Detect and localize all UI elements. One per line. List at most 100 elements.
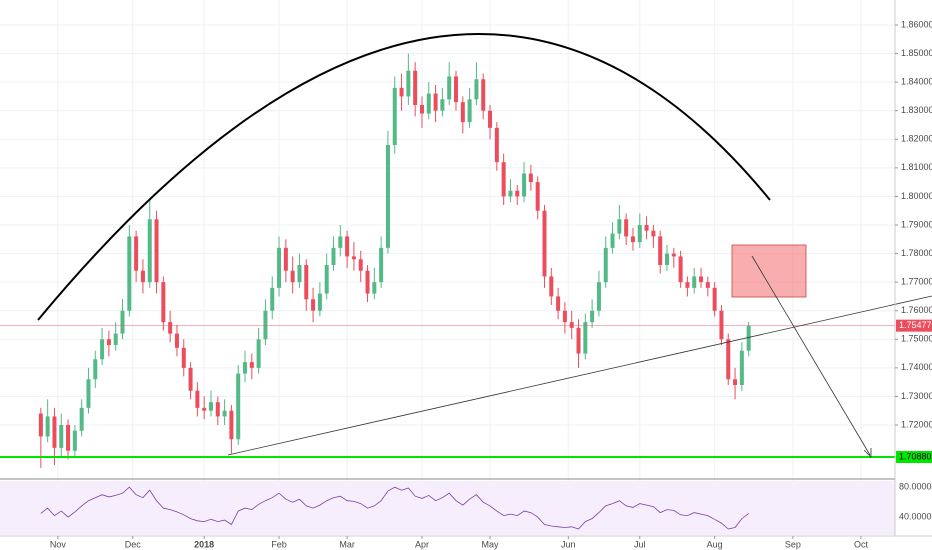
candle-body — [590, 310, 595, 323]
candle-body — [120, 310, 125, 334]
x-tick-label: Feb — [271, 539, 287, 549]
candle-body — [644, 225, 649, 231]
x-tick-label: Mar — [339, 539, 355, 549]
marks — [0, 53, 895, 530]
candle-body — [569, 322, 574, 328]
candle-body — [596, 282, 601, 311]
candle-body — [263, 310, 268, 340]
candle-body — [86, 379, 91, 408]
y-tick-label: 1.74000 — [901, 362, 932, 372]
y-tick-label: 1.75000 — [901, 334, 932, 344]
x-tick-label: Aug — [707, 539, 723, 549]
candle-body — [72, 430, 77, 451]
candle-body — [168, 322, 173, 334]
rsi-line — [40, 486, 749, 530]
last-price-box — [896, 319, 932, 332]
candle-body — [379, 247, 384, 283]
candle-body — [447, 76, 452, 100]
x-tick-label: Nov — [50, 539, 67, 549]
candle-body — [637, 225, 642, 243]
x-tick-label: Jun — [561, 539, 576, 549]
candle-body — [45, 416, 50, 437]
candle-body — [733, 379, 738, 385]
candle-body — [664, 253, 669, 265]
candle-body — [705, 282, 710, 288]
candle-body — [324, 265, 329, 294]
candle-body — [685, 282, 690, 288]
candle-body — [528, 173, 533, 183]
candle-body — [297, 265, 302, 283]
candle-body — [181, 347, 186, 368]
candle-body — [338, 236, 343, 248]
candle-body — [236, 373, 241, 440]
y-tick-label: 1.76000 — [901, 305, 932, 315]
candle-body — [542, 210, 547, 277]
candle-body — [556, 296, 561, 311]
candle-body — [345, 236, 350, 257]
candle-body — [229, 410, 234, 440]
candle-body — [576, 327, 581, 354]
candle-body — [535, 182, 540, 211]
candle-body — [494, 127, 499, 163]
candle-body — [501, 162, 506, 197]
x-tick-label: Oct — [854, 539, 869, 549]
candle-body — [739, 350, 744, 385]
candle-body — [658, 236, 663, 265]
y-tick-label: 1.81000 — [901, 162, 932, 172]
candle-body — [304, 265, 309, 300]
candle-body — [38, 413, 43, 437]
y-tick-label: 1.84000 — [901, 77, 932, 87]
candle-body — [202, 407, 207, 411]
candle-body — [474, 79, 479, 100]
x-tick-label: Jul — [634, 539, 646, 549]
rsi-tick-label: 40.0000 — [899, 511, 932, 521]
candle-body — [440, 99, 445, 111]
candle-body — [283, 247, 288, 271]
candle-body — [651, 230, 656, 237]
candle-body — [719, 310, 724, 340]
candle-body — [208, 402, 213, 411]
arc-drawing — [37, 32, 771, 321]
candle-body — [712, 287, 717, 311]
candle-body — [433, 93, 438, 111]
candle-body — [174, 333, 179, 348]
candle-body — [195, 390, 200, 408]
y-tick-label: 1.79000 — [901, 219, 932, 229]
candle-body — [331, 247, 336, 265]
trend-line — [227, 295, 932, 456]
candle-body — [522, 173, 527, 197]
candle-body — [454, 76, 459, 103]
rsi-tick-label: 80.0000 — [899, 482, 932, 492]
x-tick-label: Sep — [785, 539, 801, 549]
y-tick-label: 1.72000 — [901, 419, 932, 429]
candle-body — [406, 70, 411, 97]
y-tick-label: 1.85000 — [901, 48, 932, 58]
candle-body — [617, 219, 622, 234]
candle-body — [481, 79, 486, 111]
candle-body — [385, 145, 390, 248]
candle-body — [317, 293, 322, 311]
candle-body — [671, 253, 676, 257]
candle-body — [59, 425, 64, 448]
candle-body — [215, 402, 220, 417]
y-tick-label: 1.77000 — [901, 277, 932, 287]
candle-body — [140, 270, 145, 283]
support-label: 1.70880 — [899, 451, 932, 461]
candle-body — [290, 270, 295, 283]
candle-body — [726, 339, 731, 380]
candle-body — [134, 236, 139, 271]
y-tick-label: 1.73000 — [901, 391, 932, 401]
candle-body — [399, 87, 404, 97]
arrow-head — [863, 448, 872, 458]
candle-body — [154, 219, 159, 283]
x-tick-label: Dec — [125, 539, 142, 549]
y-tick-label: 1.82000 — [901, 134, 932, 144]
candle-body — [549, 276, 554, 297]
candle-body — [161, 282, 166, 323]
candle-body — [127, 236, 132, 311]
candle-body — [66, 425, 71, 451]
candle-body — [277, 247, 282, 288]
candle-body — [488, 110, 493, 128]
x-tick-label: 2018 — [194, 539, 214, 549]
